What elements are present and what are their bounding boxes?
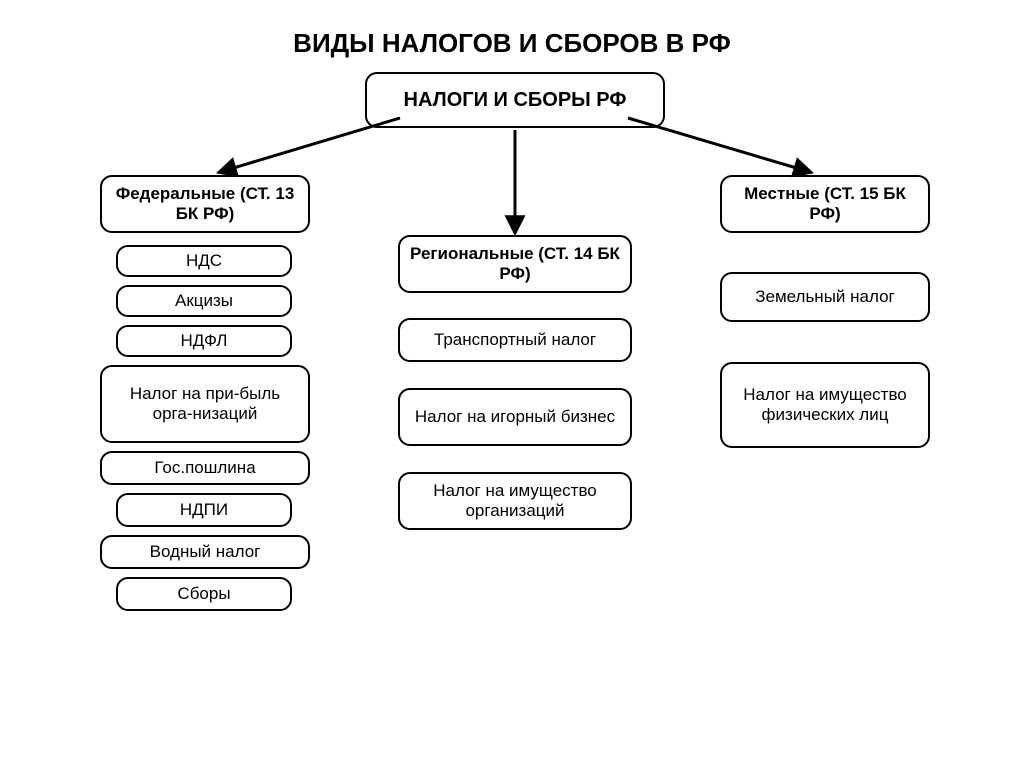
- branch-header-local: Местные (СТ. 15 БК РФ): [720, 175, 930, 233]
- regional-item-1: Налог на игорный бизнес: [398, 388, 632, 446]
- regional-item-2: Налог на имущество организаций: [398, 472, 632, 530]
- diagram-title: ВИДЫ НАЛОГОВ И СБОРОВ В РФ: [0, 28, 1024, 59]
- regional-item-0: Транспортный налог: [398, 318, 632, 362]
- branch-header-federal: Федеральные (СТ. 13 БК РФ): [100, 175, 310, 233]
- diagram-canvas: ВИДЫ НАЛОГОВ И СБОРОВ В РФ НАЛОГИ И СБОР…: [0, 0, 1024, 767]
- branch-header-regional: Региональные (СТ. 14 БК РФ): [398, 235, 632, 293]
- federal-item-4: Гос.пошлина: [100, 451, 310, 485]
- federal-item-3: Налог на при-быль орга-низаций: [100, 365, 310, 443]
- federal-item-0: НДС: [116, 245, 292, 277]
- local-item-0: Земельный налог: [720, 272, 930, 322]
- root-node: НАЛОГИ И СБОРЫ РФ: [365, 72, 665, 128]
- federal-item-1: Акцизы: [116, 285, 292, 317]
- local-item-1: Налог на имущество физических лиц: [720, 362, 930, 448]
- federal-item-2: НДФЛ: [116, 325, 292, 357]
- federal-item-5: НДПИ: [116, 493, 292, 527]
- federal-item-7: Сборы: [116, 577, 292, 611]
- federal-item-6: Водный налог: [100, 535, 310, 569]
